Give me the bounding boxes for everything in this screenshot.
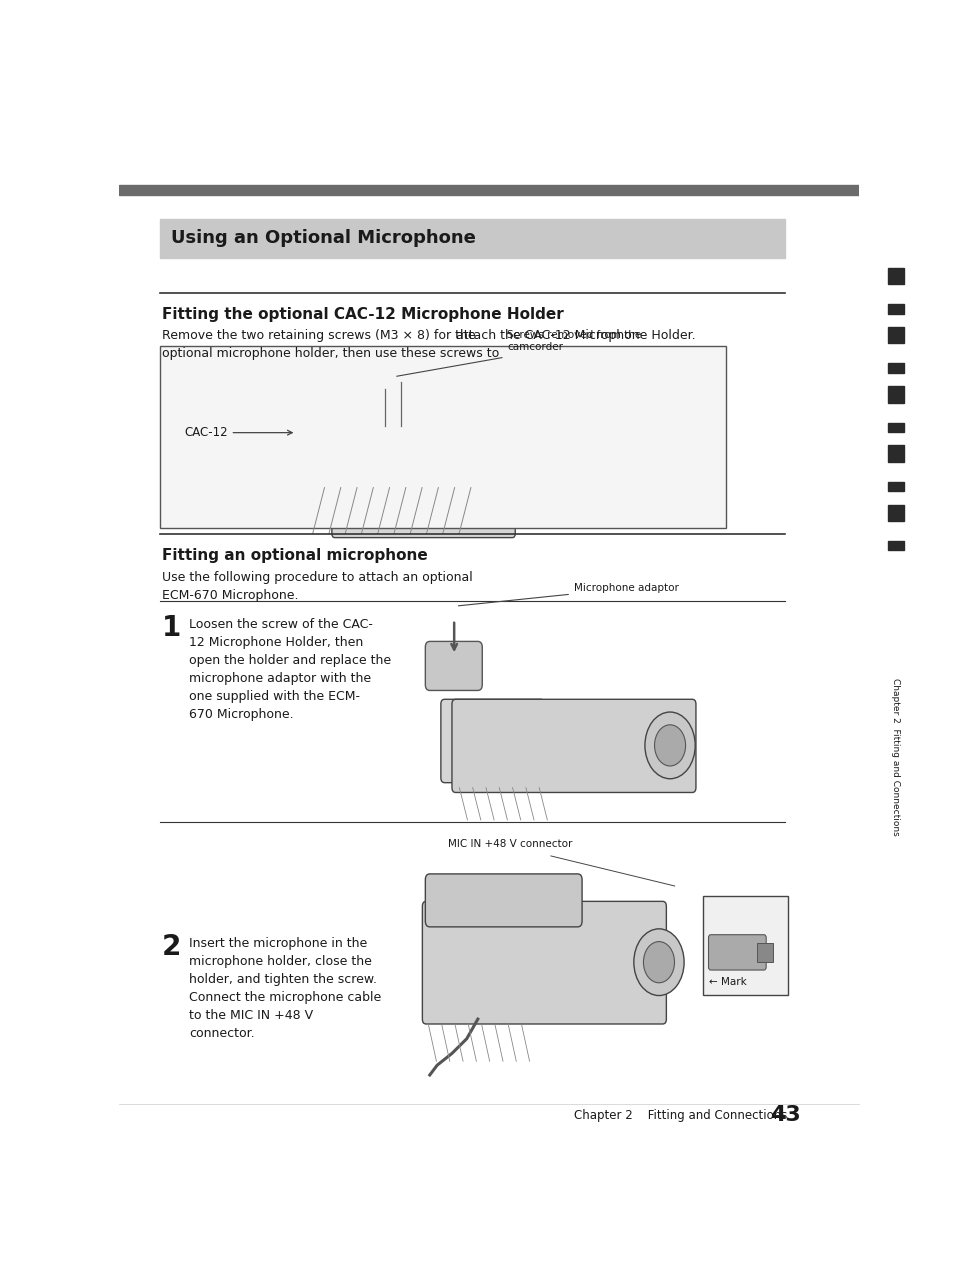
Circle shape bbox=[501, 442, 544, 498]
Text: 1: 1 bbox=[162, 614, 181, 642]
Circle shape bbox=[513, 456, 533, 484]
Bar bbox=[887, 423, 902, 432]
Bar bbox=[887, 304, 902, 313]
Circle shape bbox=[491, 427, 556, 513]
Bar bbox=[887, 268, 902, 284]
Bar bbox=[160, 347, 724, 527]
Text: Microphone adaptor: Microphone adaptor bbox=[458, 583, 679, 606]
FancyBboxPatch shape bbox=[422, 902, 665, 1024]
Text: Chapter 2    Fitting and Connections: Chapter 2 Fitting and Connections bbox=[574, 1108, 786, 1121]
Circle shape bbox=[395, 366, 407, 382]
Bar bbox=[887, 363, 902, 373]
Text: MIC IN +48 V connector: MIC IN +48 V connector bbox=[448, 840, 572, 850]
Bar bbox=[887, 446, 902, 461]
Bar bbox=[887, 327, 902, 344]
FancyBboxPatch shape bbox=[708, 935, 765, 970]
Circle shape bbox=[644, 712, 695, 778]
Text: CAC-12: CAC-12 bbox=[184, 427, 292, 440]
Circle shape bbox=[310, 417, 331, 445]
Text: Fitting the optional CAC-12 Microphone Holder: Fitting the optional CAC-12 Microphone H… bbox=[162, 307, 563, 322]
Bar bbox=[887, 540, 902, 550]
Text: ← Mark: ← Mark bbox=[708, 977, 745, 987]
Text: 2: 2 bbox=[162, 933, 181, 961]
Text: attach the CAC-12 Microphone Holder.: attach the CAC-12 Microphone Holder. bbox=[456, 330, 695, 343]
FancyBboxPatch shape bbox=[425, 874, 581, 927]
Text: Fitting an optional microphone: Fitting an optional microphone bbox=[162, 548, 428, 563]
Text: 43: 43 bbox=[769, 1106, 800, 1125]
Bar bbox=[756, 943, 772, 962]
Bar bbox=[702, 897, 787, 995]
Bar bbox=[160, 219, 783, 257]
Circle shape bbox=[633, 929, 683, 995]
FancyBboxPatch shape bbox=[346, 424, 485, 485]
Bar bbox=[887, 505, 902, 521]
FancyBboxPatch shape bbox=[332, 475, 515, 538]
Text: Chapter 2  Fitting and Connections: Chapter 2 Fitting and Connections bbox=[890, 678, 900, 836]
Circle shape bbox=[642, 941, 674, 982]
Bar bbox=[887, 386, 902, 403]
FancyBboxPatch shape bbox=[291, 405, 350, 474]
Text: Loosen the screw of the CAC-
12 Microphone Holder, then
open the holder and repl: Loosen the screw of the CAC- 12 Micropho… bbox=[190, 618, 391, 721]
Bar bbox=[119, 185, 858, 195]
FancyBboxPatch shape bbox=[452, 699, 696, 792]
Text: Insert the microphone in the
microphone holder, close the
holder, and tighten th: Insert the microphone in the microphone … bbox=[190, 936, 381, 1040]
Circle shape bbox=[378, 373, 391, 390]
Text: Use the following procedure to attach an optional
ECM-670 Microphone.: Use the following procedure to attach an… bbox=[162, 571, 473, 601]
FancyBboxPatch shape bbox=[425, 641, 482, 691]
Text: Remove the two retaining screws (M3 × 8) for the
optional microphone holder, the: Remove the two retaining screws (M3 × 8)… bbox=[162, 330, 498, 361]
Text: Screws removed from the
camcorder: Screws removed from the camcorder bbox=[507, 330, 640, 352]
Text: Using an Optional Microphone: Using an Optional Microphone bbox=[171, 229, 476, 247]
Circle shape bbox=[654, 725, 685, 766]
Bar bbox=[887, 482, 902, 492]
FancyBboxPatch shape bbox=[440, 699, 544, 782]
